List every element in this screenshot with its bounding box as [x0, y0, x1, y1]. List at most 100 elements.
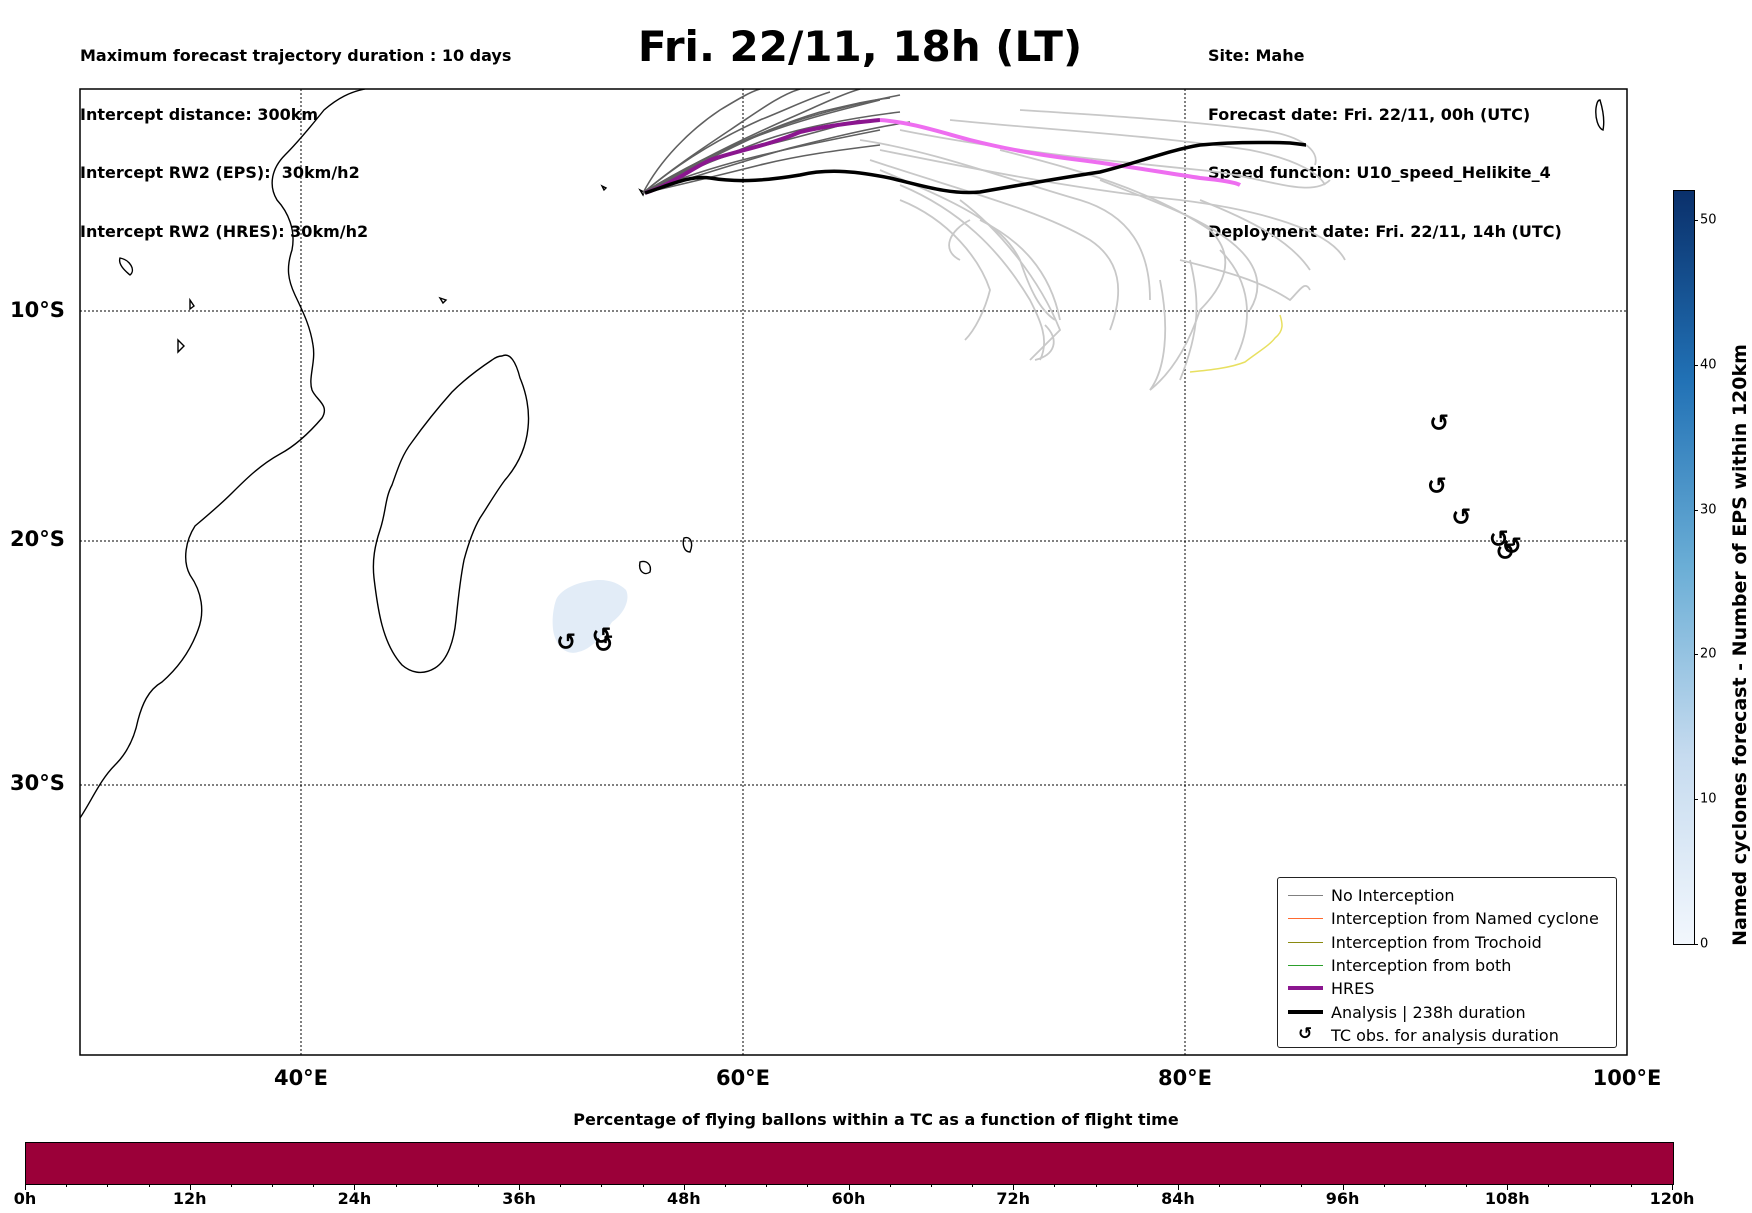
info-intercept-distance: Intercept distance: 300km [80, 104, 319, 124]
flight-bar-tick-mark [1589, 1184, 1591, 1187]
tc-obs-symbol: ↺ [1451, 503, 1472, 532]
flight-bar-tick-mark [477, 1184, 479, 1187]
legend-item: Analysis | 238h duration [1278, 1001, 1616, 1024]
flight-bar-tick-label: 12h [172, 1189, 207, 1208]
coastlines [80, 89, 1605, 819]
legend-item: Interception from Named cyclone [1278, 907, 1616, 930]
flight-bar-tick-mark [1672, 1184, 1673, 1190]
flight-bar-tick-mark [107, 1184, 109, 1187]
lat-label-20s: 20°S [10, 527, 65, 551]
colorbar-tick-mark [1694, 944, 1698, 945]
info-right: Site: Mahe Forecast date: Fri. 22/11, 00… [1208, 7, 1562, 261]
flight-bar-tick-mark [930, 1184, 932, 1187]
flight-bar-tick-mark [1219, 1184, 1221, 1187]
colorbar-label: Named cyclones forecast - Number of EPS … [1729, 344, 1751, 946]
africa-coast [80, 89, 366, 819]
info-deployment-date: Deployment date: Fri. 22/11, 14h (UTC) [1208, 221, 1562, 241]
flight-bar-tick-mark [1013, 1184, 1015, 1190]
legend-label: HRES [1331, 979, 1375, 999]
flight-bar-tick-mark [189, 1184, 191, 1190]
flight-bar-tick-mark [395, 1184, 397, 1187]
seychelles-islands [438, 184, 645, 305]
info-rw2-hres: Intercept RW2 (HRES): 30km/h2 [80, 221, 369, 241]
flight-bar-title: Percentage of flying ballons within a TC… [573, 1110, 1179, 1129]
colorbar-tick-label: 40 [1700, 357, 1717, 373]
flight-bar-tick-mark [230, 1184, 232, 1187]
cyclone-density-patch [552, 580, 628, 653]
hres-track-later [879, 118, 1242, 187]
flight-bar-tick-mark [807, 1184, 809, 1187]
map-title: Fri. 22/11, 18h (LT) [637, 22, 1083, 71]
flight-bar-tick-mark [1424, 1184, 1426, 1187]
legend-item: No Interception [1278, 884, 1616, 907]
flight-bar-tick-label: 96h [1325, 1189, 1360, 1208]
analysis-track [644, 140, 1307, 195]
tc-obs-symbol: ↺ [593, 630, 614, 659]
flight-bar-tick-mark [519, 1184, 521, 1190]
info-left: Maximum forecast trajectory duration : 1… [80, 7, 511, 261]
flight-bar-tick-mark [724, 1184, 726, 1187]
flight-bar-tick-mark [1507, 1184, 1509, 1190]
map-legend: No Interception Interception from Named c… [1277, 877, 1617, 1048]
flight-bar-tick-mark [1136, 1184, 1138, 1187]
flight-bar-tick-mark [560, 1184, 562, 1187]
colorbar [1673, 190, 1695, 945]
colorbar-tick-mark [1694, 654, 1698, 656]
legend-label: No Interception [1331, 886, 1455, 905]
tc-obs-symbol: ↺ [1495, 538, 1516, 567]
madagascar-coast [372, 354, 530, 674]
flight-bar-tick-mark [354, 1184, 356, 1190]
info-site: Site: Mahe [1208, 46, 1305, 65]
flight-bar-tick-mark [313, 1184, 315, 1187]
tc-obs-symbol: ↺ [1502, 531, 1523, 560]
lon-label-80e: 80°E [1157, 1066, 1213, 1090]
flight-bar-tick-label: 0h [13, 1189, 37, 1208]
colorbar-tick-mark [1694, 219, 1698, 221]
flight-bar-tick-mark [1177, 1184, 1179, 1190]
lon-label-60e: 60°E [715, 1066, 771, 1090]
flight-bar-tick-label: 60h [831, 1189, 866, 1208]
flight-bar-tick-mark [272, 1184, 274, 1187]
flight-bar-tick-mark [1301, 1184, 1303, 1187]
tc-obs-symbol: ↺ [1488, 525, 1509, 554]
colorbar-tick-mark [1694, 799, 1698, 801]
legend-label: Analysis | 238h duration [1331, 1002, 1526, 1022]
mauritius-island [682, 536, 693, 553]
legend-line-swatch [1288, 1009, 1323, 1014]
flight-bar-tick-label: 48h [666, 1189, 701, 1208]
legend-item: HRES [1278, 977, 1616, 1000]
colorbar-tick-mark [1694, 364, 1698, 366]
legend-item: ↺ TC obs. for analysis duration [1278, 1024, 1616, 1047]
comoros-islands [177, 297, 195, 354]
legend-item: Interception from both [1278, 954, 1616, 977]
legend-line-swatch [1288, 918, 1323, 920]
lon-label-100e: 100°E [1592, 1066, 1662, 1090]
flight-bar-tick-label: 120h [1649, 1189, 1695, 1208]
legend-label: TC obs. for analysis duration [1331, 1025, 1559, 1045]
flight-bar-tick-mark [683, 1184, 685, 1190]
flight-bar-tick-label: 108h [1484, 1189, 1530, 1208]
map-frame [79, 88, 1628, 1056]
reunion-island [638, 560, 652, 575]
flight-bar-tick-mark [1054, 1184, 1056, 1187]
flight-bar-tick-mark [889, 1184, 891, 1187]
legend-tc-symbol: ↺ [1298, 1023, 1313, 1044]
eps-trajectories-faded [859, 109, 1346, 391]
info-forecast-date: Forecast date: Fri. 22/11, 00h (UTC) [1208, 104, 1531, 124]
info-duration: Maximum forecast trajectory duration : 1… [80, 46, 512, 65]
flight-bar-tick-mark [642, 1184, 644, 1187]
flight-bar [25, 1142, 1674, 1185]
flight-bar-tick-mark [601, 1184, 603, 1187]
lat-label-30s: 30°S [10, 771, 65, 795]
lon-label-40e: 40°E [273, 1066, 329, 1090]
flight-bar-tick-label: 72h [996, 1189, 1031, 1208]
flight-bar-tick-mark [972, 1184, 974, 1187]
legend-line-swatch [1288, 895, 1323, 896]
legend-line-swatch [1288, 941, 1323, 943]
flight-bar-tick-label: 36h [502, 1189, 536, 1208]
lat-label-10s: 10°S [10, 298, 65, 322]
flight-bar-tick-mark [1342, 1184, 1344, 1190]
legend-label: Interception from both [1331, 955, 1512, 975]
flight-bar-tick-mark [1630, 1184, 1632, 1187]
